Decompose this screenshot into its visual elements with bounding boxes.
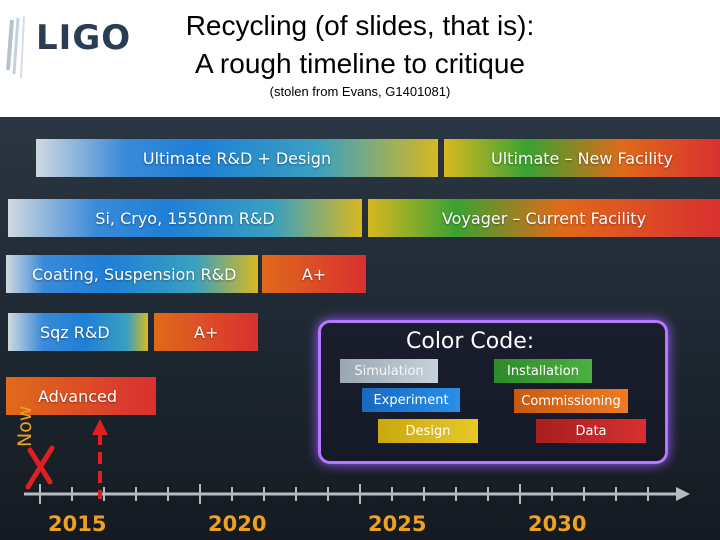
legend-chip-label: Design bbox=[405, 423, 451, 439]
legend-chip-commissioning: Commissioning bbox=[514, 389, 628, 413]
legend-chip-design: Design bbox=[378, 419, 478, 443]
crossed-out-x-icon bbox=[25, 445, 55, 490]
bar-a-plus-1: A+ bbox=[262, 255, 366, 293]
legend-chip-label: Experiment bbox=[373, 392, 449, 408]
legend-chip-installation: Installation bbox=[494, 359, 592, 383]
logo-text: LIGO bbox=[36, 18, 132, 58]
bar-label: A+ bbox=[301, 264, 327, 284]
bar-sqz-rnd: Sqz R&D bbox=[8, 313, 148, 351]
legend-chip-simulation: Simulation bbox=[340, 359, 438, 383]
legend-chip-label: Simulation bbox=[354, 363, 424, 379]
bar-ultimate-rnd-design: Ultimate R&D + Design bbox=[36, 139, 438, 177]
bar-label: Ultimate – New Facility bbox=[491, 148, 673, 168]
year-label-2025: 2025 bbox=[368, 512, 427, 536]
legend-chip-data: Data bbox=[536, 419, 646, 443]
bar-voyager-current-facility: Voyager – Current Facility bbox=[368, 199, 720, 237]
bar-label: Voyager – Current Facility bbox=[441, 208, 647, 228]
bar-label: Ultimate R&D + Design bbox=[142, 148, 332, 168]
year-label-2020: 2020 bbox=[208, 512, 267, 536]
year-label-2015: 2015 bbox=[48, 512, 107, 536]
bar-label: Si, Cryo, 1550nm R&D bbox=[95, 208, 275, 228]
slide-title-line-1: Recycling (of slides, that is): bbox=[185, 10, 535, 41]
year-label-2030: 2030 bbox=[528, 512, 587, 536]
now-marker-arrowhead bbox=[92, 419, 108, 435]
bar-label: Sqz R&D bbox=[40, 322, 110, 342]
bar-label: Coating, Suspension R&D bbox=[32, 264, 237, 284]
bar-advanced: Advanced bbox=[6, 377, 156, 415]
legend-chip-label: Data bbox=[575, 423, 607, 439]
bar-a-plus-2: A+ bbox=[154, 313, 258, 351]
bar-si-cryo-1550nm-rnd: Si, Cryo, 1550nm R&D bbox=[8, 199, 362, 237]
legend-chip-label: Installation bbox=[506, 363, 579, 379]
axis-ticks bbox=[39, 484, 649, 504]
bar-ultimate-new-facility: Ultimate – New Facility bbox=[444, 139, 720, 177]
color-code-title: Color Code: bbox=[406, 329, 535, 354]
axis-arrowhead bbox=[676, 487, 690, 501]
slide-subtitle: (stolen from Evans, G1401081) bbox=[269, 84, 451, 99]
now-label: Now bbox=[14, 405, 36, 447]
timeline-graphic: Ultimate R&D + Design Ultimate – New Fac… bbox=[0, 117, 720, 540]
bar-label: A+ bbox=[194, 322, 219, 342]
bar-coating-suspension-rnd: Coating, Suspension R&D bbox=[6, 255, 258, 293]
legend-chip-label: Commissioning bbox=[521, 393, 621, 409]
legend-chip-experiment: Experiment bbox=[362, 388, 460, 412]
bar-label: Advanced bbox=[38, 387, 118, 406]
ligo-logo-mark bbox=[6, 15, 25, 79]
timeline-axis bbox=[24, 419, 690, 504]
slide-title-line-2: A rough timeline to critique bbox=[195, 48, 525, 79]
ligo-logo: LIGO bbox=[2, 0, 152, 92]
